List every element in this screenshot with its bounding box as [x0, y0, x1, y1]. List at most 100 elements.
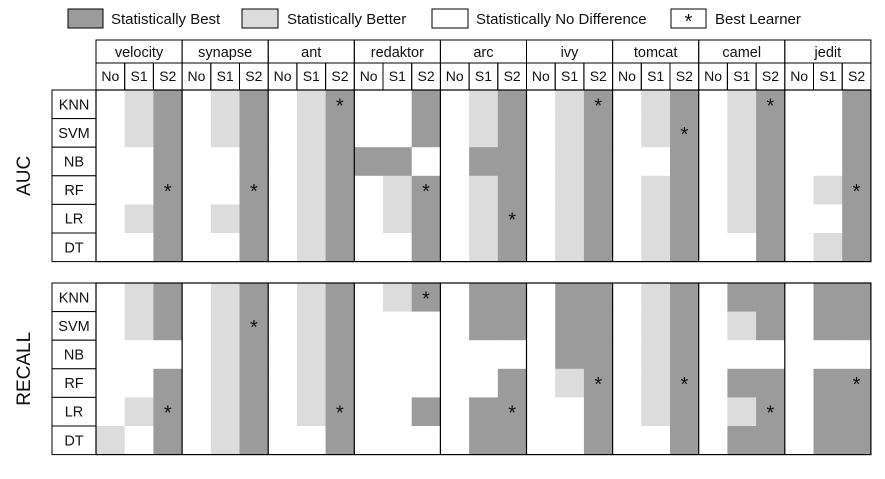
learner-label-box [51, 89, 97, 120]
heatmap-cell [440, 147, 470, 177]
heatmap-cell [670, 311, 700, 341]
heatmap-cell [727, 233, 757, 262]
heatmap-cell [182, 368, 212, 398]
heatmap-cell [296, 147, 326, 177]
heatmap-cell [698, 233, 728, 262]
heatmap-cell [641, 368, 671, 398]
project-label-arc: arc [473, 45, 493, 61]
best-learner-star: * [767, 95, 775, 117]
heatmap-cell [813, 311, 843, 341]
heatmap-cell [756, 175, 786, 205]
heatmap-cell [411, 311, 441, 341]
heatmap-cell [698, 397, 728, 427]
heatmap-cell [383, 233, 413, 262]
heatmap-cell [583, 90, 613, 119]
heatmap-cell [555, 175, 585, 205]
heatmap-cell [784, 204, 814, 234]
learner-label-svm: SVM [58, 319, 89, 335]
heatmap-cell [670, 340, 700, 370]
learner-label-box [51, 425, 97, 456]
heatmap-cell [670, 283, 700, 312]
setting-label-No: No [101, 68, 119, 84]
setting-label-S2: S2 [159, 68, 176, 84]
legend-star-symbol: * [685, 11, 693, 33]
heatmap-cell [96, 368, 126, 398]
heatmap-cell [411, 426, 441, 455]
heatmap-cell [96, 283, 126, 312]
learner-label-box [51, 396, 97, 427]
heatmap-cell [325, 175, 355, 205]
heatmap-cell [268, 368, 298, 398]
heatmap-cell [469, 340, 499, 370]
heatmap-cell [210, 340, 240, 370]
heatmap-cell [469, 147, 499, 177]
heatmap-cell [698, 368, 728, 398]
heatmap-cell [641, 118, 671, 148]
heatmap-cell [325, 147, 355, 177]
setting-label-S1: S1 [819, 68, 836, 84]
heatmap-cell [583, 340, 613, 370]
heatmap-cell [182, 283, 212, 312]
project-label-jedit: jedit [814, 45, 842, 61]
project-label-redaktor: redaktor [371, 45, 424, 61]
setting-label-S2: S2 [590, 68, 607, 84]
heatmap-cell [612, 340, 642, 370]
heatmap-cell [411, 397, 441, 427]
heatmap-cell [383, 118, 413, 148]
heatmap-cell [383, 90, 413, 119]
heatmap-cell [182, 397, 212, 427]
heatmap-cell [612, 147, 642, 177]
heatmap-cell [727, 204, 757, 234]
learner-label-box [51, 282, 97, 313]
learner-label-dt: DT [64, 240, 83, 256]
panel-border [95, 89, 872, 263]
heatmap-cell [813, 90, 843, 119]
heatmap-cell [210, 90, 240, 119]
heatmap-cell [210, 368, 240, 398]
heatmap-cell [440, 311, 470, 341]
heatmap-cell [670, 233, 700, 262]
project-label-ivy: ivy [561, 45, 579, 61]
best-learner-star: * [680, 124, 688, 146]
heatmap-cell [813, 147, 843, 177]
heatmap-cell [124, 283, 154, 312]
heatmap-cell [124, 90, 154, 119]
best-learner-star: * [336, 403, 344, 425]
learner-label-knn: KNN [59, 97, 90, 113]
heatmap-cell [268, 283, 298, 312]
learner-label-nb: NB [64, 155, 84, 171]
legend-label-better: Statistically Better [287, 11, 406, 28]
heatmap-cell [612, 90, 642, 119]
heatmap-cell [296, 340, 326, 370]
heatmap-cell [296, 175, 326, 205]
heatmap-cell [325, 118, 355, 148]
best-learner-star: * [422, 288, 430, 310]
heatmap-cell [96, 426, 126, 455]
legend-swatch-better [241, 8, 279, 29]
heatmap-cell [124, 426, 154, 455]
project-label-velocity: velocity [115, 45, 164, 61]
best-learner-star: * [422, 181, 430, 203]
heatmap-cell [182, 90, 212, 119]
heatmap-cell [210, 233, 240, 262]
heatmap-cell [756, 233, 786, 262]
heatmap-cell [96, 397, 126, 427]
setting-label-S1: S1 [475, 68, 492, 84]
heatmap-cell [383, 204, 413, 234]
setting-label-No: No [704, 68, 722, 84]
heatmap-cell [756, 90, 786, 119]
heatmap-cell [612, 118, 642, 148]
heatmap-cell [842, 204, 872, 234]
setting-label-S1: S1 [561, 68, 578, 84]
learner-label-svm: SVM [58, 126, 89, 142]
setting-label-No: No [618, 68, 636, 84]
heatmap-cell [555, 397, 585, 427]
heatmap-cell [239, 340, 269, 370]
heatmap-cell [583, 368, 613, 398]
project-label-camel: camel [722, 45, 761, 61]
heatmap-cell [182, 233, 212, 262]
best-learner-star: * [594, 95, 602, 117]
heatmap-cell [296, 233, 326, 262]
heatmap-cell [756, 204, 786, 234]
heatmap-cell [612, 368, 642, 398]
